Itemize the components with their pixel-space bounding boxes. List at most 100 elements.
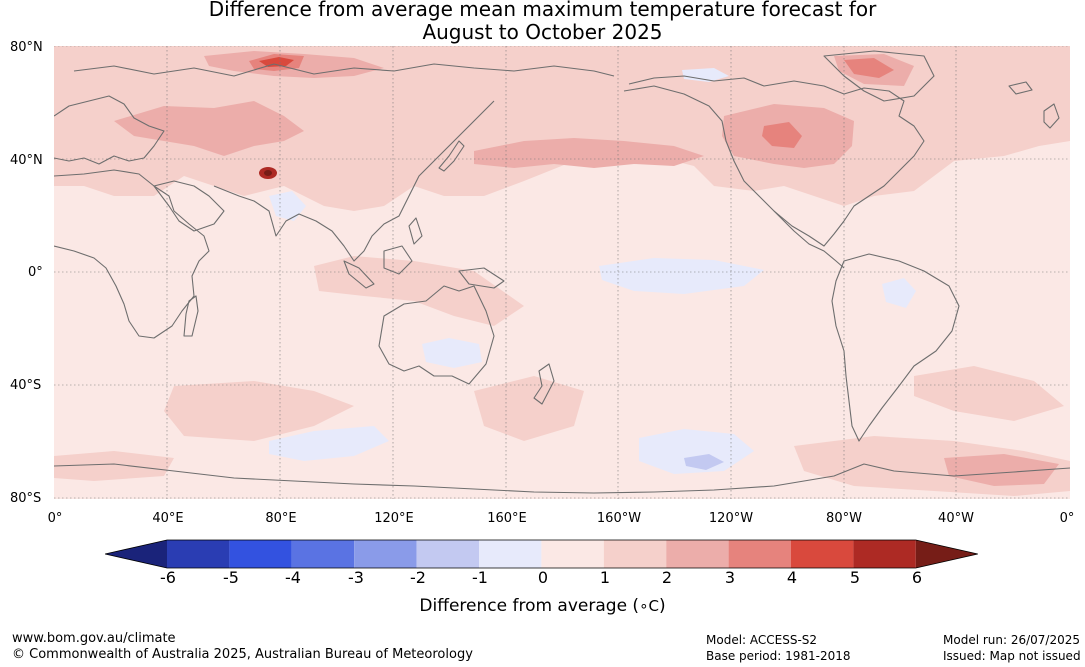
colorbar-outline bbox=[105, 539, 978, 569]
coastline-south-america bbox=[831, 253, 960, 442]
lon-label-40w: 40°W bbox=[938, 511, 974, 526]
anomaly-region-1-2-north bbox=[54, 46, 1070, 211]
lat-label-equator: 0° bbox=[28, 265, 43, 280]
coastline-iceland bbox=[1008, 81, 1033, 95]
anomaly-region-4-5-siberia bbox=[259, 57, 294, 67]
colorbar-label-text: Difference from average ( bbox=[419, 596, 640, 616]
footer-model-run: Model run: 26/07/2025 bbox=[943, 633, 1081, 647]
colorbar bbox=[105, 539, 978, 569]
colorbar-segment bbox=[541, 540, 604, 568]
anomaly-region-1-2-south-west bbox=[54, 451, 174, 481]
anomaly-region-2-3-southern-ocean-east bbox=[944, 454, 1059, 486]
coastline-north-america bbox=[623, 75, 925, 247]
colorbar-extend-high bbox=[915, 540, 978, 568]
lon-label-120e: 120°E bbox=[374, 511, 414, 526]
coastline-africa bbox=[54, 169, 210, 339]
lon-label-120w: 120°W bbox=[708, 511, 754, 526]
anomaly-region-cool-south-indian bbox=[269, 426, 389, 461]
forecast-map bbox=[54, 46, 1070, 499]
footer-url: www.bom.gov.au/climate bbox=[12, 631, 176, 646]
coastline-japan bbox=[438, 140, 465, 172]
anomaly-hotspot-himalaya-core bbox=[264, 170, 272, 176]
colorbar-segment bbox=[791, 540, 854, 568]
anomaly-field bbox=[54, 46, 1070, 496]
colorbar-label-unit: ∘C bbox=[639, 597, 659, 615]
colorbar-tick-6: 6 bbox=[911, 568, 923, 587]
colorbar-tick-1: 1 bbox=[599, 568, 611, 587]
colorbar-tick-neg5: -5 bbox=[223, 568, 239, 587]
colorbar-tick-neg4: -4 bbox=[285, 568, 301, 587]
lon-label-160e: 160°E bbox=[487, 511, 527, 526]
anomaly-region-cool-amazon bbox=[882, 278, 916, 308]
lon-label-0: 0° bbox=[47, 511, 63, 526]
anomaly-region-cool-australia bbox=[422, 338, 482, 368]
coastline-europe bbox=[54, 95, 165, 165]
coastline-new-guinea bbox=[458, 267, 505, 289]
coastline-uk bbox=[1043, 103, 1060, 129]
colorbar-tick-2: 2 bbox=[661, 568, 673, 587]
colorbar-tick-neg2: -2 bbox=[410, 568, 426, 587]
colorbar-tick-3: 3 bbox=[724, 568, 736, 587]
map-title-line-2: August to October 2025 bbox=[422, 20, 663, 44]
coastline-south-asia bbox=[213, 100, 495, 262]
coastline-borneo bbox=[383, 245, 413, 275]
colorbar-tick-4: 4 bbox=[786, 568, 798, 587]
coastline-philippines bbox=[408, 217, 423, 245]
footer-copyright: © Commonwealth of Australia 2025, Austra… bbox=[12, 647, 473, 662]
lon-label-160w: 160°W bbox=[596, 511, 642, 526]
anomaly-region-2-3-pacific bbox=[474, 138, 704, 168]
coastline-north-eurasia bbox=[73, 63, 615, 77]
colorbar-extend-low bbox=[105, 540, 167, 568]
colorbar-segment bbox=[354, 540, 417, 568]
colorbar-tick-neg1: -1 bbox=[472, 568, 488, 587]
lat-label-80s: 80°S bbox=[10, 491, 42, 506]
coastline-madagascar bbox=[183, 295, 199, 337]
colorbar-segment bbox=[479, 540, 542, 568]
coastline-sumatra bbox=[343, 260, 375, 289]
lon-label-40e: 40°E bbox=[152, 511, 184, 526]
anomaly-region-cool-india bbox=[269, 191, 306, 221]
colorbar-tick-neg6: -6 bbox=[160, 568, 176, 587]
lon-label-0-east: 0° bbox=[1059, 511, 1075, 526]
anomaly-region-cool-east-pacific bbox=[599, 258, 764, 294]
footer-base-period: Base period: 1981-2018 bbox=[706, 649, 851, 663]
anomaly-region-1-2-south-atlantic bbox=[914, 366, 1064, 421]
footer-model: Model: ACCESS-S2 bbox=[706, 633, 818, 647]
colorbar-label-close: ) bbox=[658, 596, 666, 616]
anomaly-region-cool-south-pacific-core bbox=[684, 454, 724, 470]
anomaly-region-cool-arctic bbox=[682, 68, 729, 82]
coastline-new-zealand bbox=[533, 363, 555, 405]
colorbar-segment bbox=[229, 540, 292, 568]
lat-label-80n: 80°N bbox=[10, 40, 43, 55]
footer-issued: Issued: Map not issued bbox=[943, 649, 1081, 663]
colorbar-tick-5: 5 bbox=[849, 568, 861, 587]
gridlines bbox=[54, 46, 1070, 499]
anomaly-region-1-2-southern-indian bbox=[164, 381, 354, 441]
colorbar-segment bbox=[853, 540, 916, 568]
colorbar-segment bbox=[728, 540, 791, 568]
anomaly-region-cool-south-pacific bbox=[639, 429, 754, 474]
anomaly-region-3-4-north-america bbox=[762, 122, 802, 148]
coastline-antarctica bbox=[54, 463, 1070, 494]
colorbar-segment bbox=[666, 540, 729, 568]
colorbar-tick-0: 0 bbox=[537, 568, 549, 587]
coastline-central-america bbox=[773, 210, 845, 269]
anomaly-region-1-2-indonesia bbox=[314, 256, 524, 326]
colorbar-segment bbox=[416, 540, 479, 568]
coastline-arabia bbox=[153, 180, 225, 232]
colorbar-label: Difference from average (∘C) bbox=[0, 596, 1085, 616]
lat-label-40n: 40°N bbox=[10, 153, 43, 168]
map-title-line-1: Difference from average mean maximum tem… bbox=[208, 0, 877, 21]
anomaly-region-3-4-greenland bbox=[844, 58, 894, 78]
coastlines bbox=[54, 50, 1070, 494]
coastline-australia bbox=[378, 285, 495, 385]
colorbar-segment bbox=[167, 540, 230, 568]
colorbar-tick-neg3: -3 bbox=[348, 568, 364, 587]
colorbar-segment bbox=[603, 540, 667, 568]
lon-label-80e: 80°E bbox=[265, 511, 297, 526]
anomaly-region-1-2-pacific-south bbox=[474, 376, 584, 441]
colorbar-segment bbox=[291, 540, 355, 568]
lon-label-80w: 80°W bbox=[826, 511, 862, 526]
coastline-greenland bbox=[823, 50, 935, 102]
anomaly-region-2-3-eurasia bbox=[114, 101, 304, 156]
